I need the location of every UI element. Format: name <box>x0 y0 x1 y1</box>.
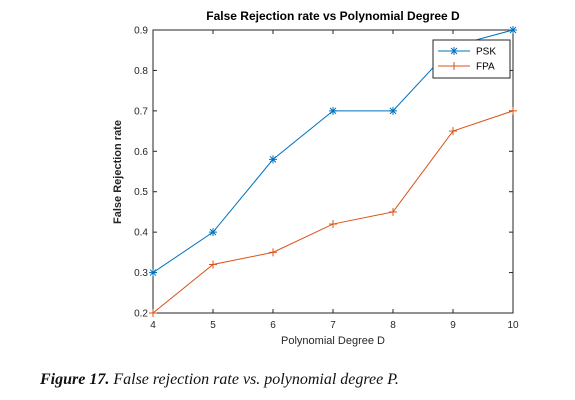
line-chart: False Rejection rate vs Polynomial Degre… <box>112 9 519 347</box>
x-tick-label: 5 <box>210 320 216 331</box>
y-tick-label: 0.8 <box>134 66 148 77</box>
figure-caption-text: False rejection rate vs. polynomial degr… <box>113 371 399 388</box>
x-tick-label: 7 <box>330 320 336 331</box>
data-point-fpa <box>449 127 457 136</box>
data-point-fpa <box>149 309 157 317</box>
data-point-psk <box>269 155 277 164</box>
data-point-fpa <box>329 220 337 229</box>
x-tick-label: 4 <box>150 320 156 331</box>
data-point-fpa <box>509 106 517 115</box>
x-axis-label: Polynomial Degree D <box>281 335 385 347</box>
legend-marker-psk <box>450 47 458 55</box>
data-point-fpa <box>209 260 217 269</box>
y-tick-label: 0.4 <box>134 228 148 239</box>
y-axis-ticks: 0.2 0.3 0.4 0.5 0.6 0.7 0.8 0.9 <box>134 26 513 320</box>
y-tick-label: 0.3 <box>134 268 148 279</box>
data-point-fpa <box>269 248 277 257</box>
y-tick-label: 0.9 <box>134 26 148 37</box>
legend-marker-fpa <box>450 62 458 70</box>
y-axis-label: False Rejection rate <box>112 120 124 224</box>
x-tick-label: 10 <box>507 320 519 331</box>
legend-box <box>432 39 511 79</box>
chart-title: False Rejection rate vs Polynomial Degre… <box>206 9 460 23</box>
y-tick-label: 0.6 <box>134 147 148 158</box>
data-point-psk <box>149 268 157 277</box>
legend: PSK FPA <box>432 39 511 79</box>
y-tick-label: 0.2 <box>134 309 148 320</box>
figure-caption: Figure 17. False rejection rate vs. poly… <box>40 371 399 389</box>
x-tick-label: 9 <box>450 320 456 331</box>
data-point-psk <box>389 106 397 115</box>
x-tick-label: 8 <box>390 320 396 331</box>
legend-label-fpa: FPA <box>476 62 495 73</box>
y-tick-label: 0.7 <box>134 106 148 117</box>
x-tick-label: 6 <box>270 320 276 331</box>
data-point-fpa <box>389 207 397 216</box>
legend-label-psk: PSK <box>476 47 496 58</box>
data-point-psk <box>329 106 337 115</box>
y-tick-label: 0.5 <box>134 187 148 198</box>
data-point-psk <box>509 26 517 34</box>
data-point-psk <box>209 228 217 237</box>
figure-caption-label: Figure 17. <box>40 371 110 388</box>
